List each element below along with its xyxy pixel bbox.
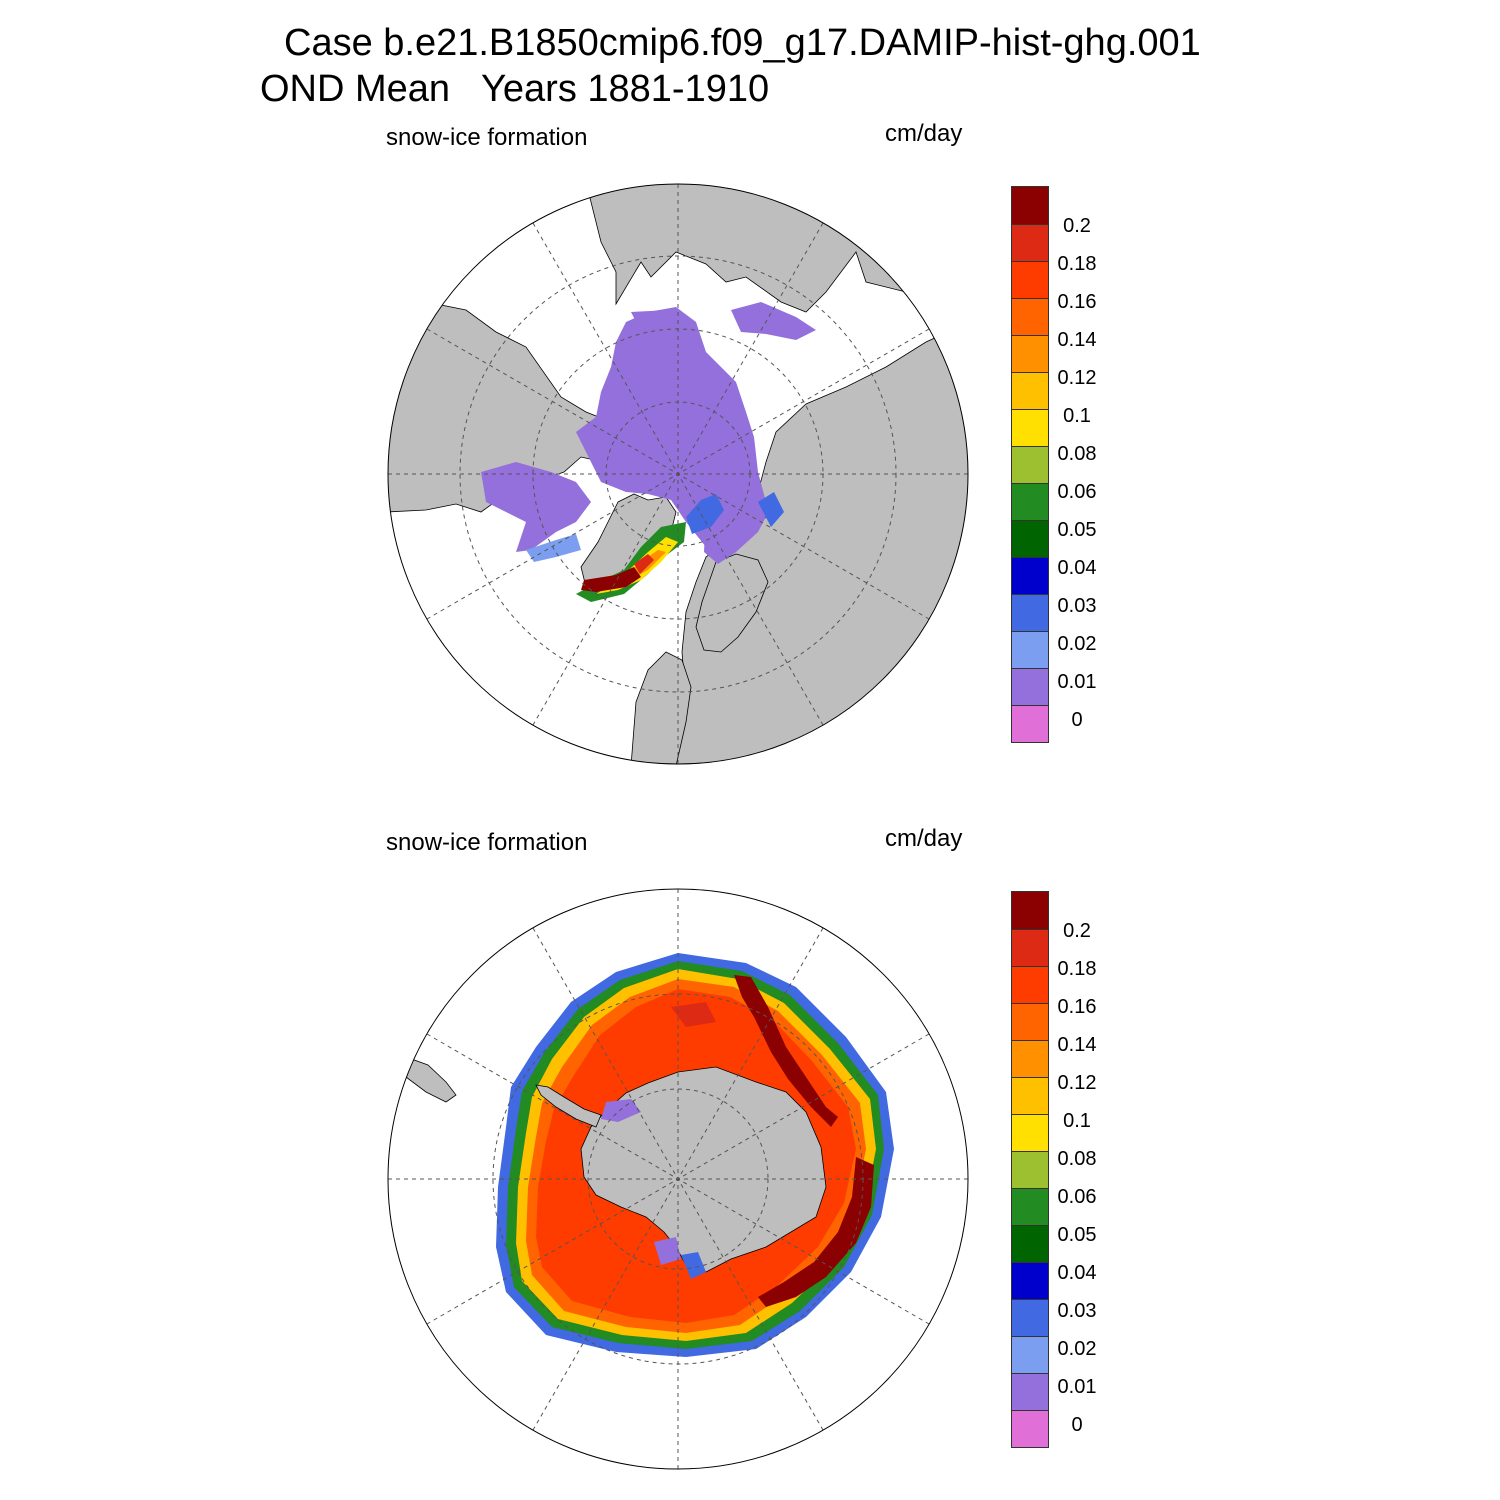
cbar-label: 0.08 bbox=[1057, 443, 1097, 465]
swatch bbox=[1012, 1336, 1048, 1373]
north-map-border bbox=[387, 183, 969, 765]
north-colorbar bbox=[1011, 186, 1049, 743]
cbar-label: 0.12 bbox=[1057, 1072, 1097, 1094]
south-land-peninsula bbox=[535, 1084, 602, 1128]
swatch bbox=[1012, 892, 1048, 929]
north-hot-red bbox=[634, 554, 654, 574]
north-land-europe bbox=[630, 651, 692, 764]
swatch bbox=[1012, 1151, 1048, 1188]
north-sea-ice-hudson bbox=[481, 462, 591, 552]
north-sea-ice-arctic bbox=[576, 307, 766, 547]
swatch bbox=[1012, 372, 1048, 409]
swatch bbox=[1012, 261, 1048, 298]
figure-title-case: Case b.e21.B1850cmip6.f09_g17.DAMIP-hist… bbox=[284, 22, 1201, 64]
swatch bbox=[1012, 1040, 1048, 1077]
cbar-label: 0.04 bbox=[1057, 557, 1097, 579]
north-hot-darkred bbox=[581, 567, 641, 592]
cbar-label: 0.12 bbox=[1057, 367, 1097, 389]
swatch bbox=[1012, 335, 1048, 372]
swatch bbox=[1012, 1077, 1048, 1114]
cbar-label: 0.1 bbox=[1063, 405, 1091, 427]
swatch bbox=[1012, 1262, 1048, 1299]
swatch bbox=[1012, 1410, 1048, 1447]
swatch bbox=[1012, 668, 1048, 705]
cbar-label: 0.06 bbox=[1057, 481, 1097, 503]
south-ross-low bbox=[681, 1252, 706, 1279]
north-land-scandinavia bbox=[695, 553, 769, 653]
swatch bbox=[1012, 298, 1048, 335]
cbar-label: 0.16 bbox=[1057, 291, 1097, 313]
cbar-label: 0.06 bbox=[1057, 1186, 1097, 1208]
south-map-border bbox=[387, 888, 969, 1470]
north-rim-blue-east bbox=[758, 492, 784, 527]
cbar-label: 0.02 bbox=[1057, 1338, 1097, 1360]
cbar-label: 0.05 bbox=[1057, 1224, 1097, 1246]
north-rim-blue bbox=[686, 494, 724, 534]
swatch bbox=[1012, 705, 1048, 742]
cbar-label: 0.03 bbox=[1057, 1300, 1097, 1322]
swatch bbox=[1012, 1188, 1048, 1225]
cbar-label: 0.03 bbox=[1057, 595, 1097, 617]
cbar-label: 0.02 bbox=[1057, 633, 1097, 655]
south-panel-left-label: snow-ice formation bbox=[386, 829, 588, 856]
south-weddell-low bbox=[601, 1099, 641, 1122]
cbar-label: 0.18 bbox=[1057, 958, 1097, 980]
north-panel-units-label: cm/day bbox=[885, 120, 963, 147]
cbar-label: 0.16 bbox=[1057, 996, 1097, 1018]
cbar-label: 0.08 bbox=[1057, 1148, 1097, 1170]
south-ice-dark-spot bbox=[671, 1002, 716, 1027]
cbar-label: 0.14 bbox=[1057, 1034, 1097, 1056]
cbar-label: 0 bbox=[1071, 709, 1083, 731]
swatch bbox=[1012, 966, 1048, 1003]
swatch bbox=[1012, 1225, 1048, 1262]
swatch bbox=[1012, 1114, 1048, 1151]
cbar-label: 0.1 bbox=[1063, 1110, 1091, 1132]
north-sea-ice-okhotsk bbox=[731, 302, 816, 340]
swatch bbox=[1012, 1373, 1048, 1410]
north-graticule bbox=[388, 184, 968, 764]
south-colorbar bbox=[1011, 891, 1049, 1448]
south-ice-max-ross-sea bbox=[734, 975, 838, 1127]
cbar-label: 0.04 bbox=[1057, 1262, 1097, 1284]
cbar-label: 0.2 bbox=[1063, 215, 1091, 237]
south-panel-units-label: cm/day bbox=[885, 825, 963, 852]
figure-title-period: OND Mean Years 1881-1910 bbox=[260, 68, 770, 110]
swatch bbox=[1012, 594, 1048, 631]
swatch bbox=[1012, 187, 1048, 224]
swatch bbox=[1012, 224, 1048, 261]
swatch bbox=[1012, 631, 1048, 668]
swatch bbox=[1012, 409, 1048, 446]
cbar-label: 0 bbox=[1071, 1414, 1083, 1436]
cbar-label: 0.01 bbox=[1057, 1376, 1097, 1398]
swatch bbox=[1012, 1299, 1048, 1336]
swatch bbox=[1012, 483, 1048, 520]
swatch bbox=[1012, 1003, 1048, 1040]
north-polar-map bbox=[387, 183, 969, 765]
cbar-label: 0.01 bbox=[1057, 671, 1097, 693]
swatch bbox=[1012, 929, 1048, 966]
cbar-label: 0.14 bbox=[1057, 329, 1097, 351]
cbar-label: 0.05 bbox=[1057, 519, 1097, 541]
swatch bbox=[1012, 520, 1048, 557]
south-ross-coast-lav bbox=[654, 1237, 681, 1265]
cbar-label: 0.2 bbox=[1063, 920, 1091, 942]
south-polar-map bbox=[387, 888, 969, 1470]
south-graticule bbox=[388, 889, 968, 1469]
swatch bbox=[1012, 557, 1048, 594]
cbar-label: 0.18 bbox=[1057, 253, 1097, 275]
swatch bbox=[1012, 446, 1048, 483]
north-panel-left-label: snow-ice formation bbox=[386, 124, 588, 151]
